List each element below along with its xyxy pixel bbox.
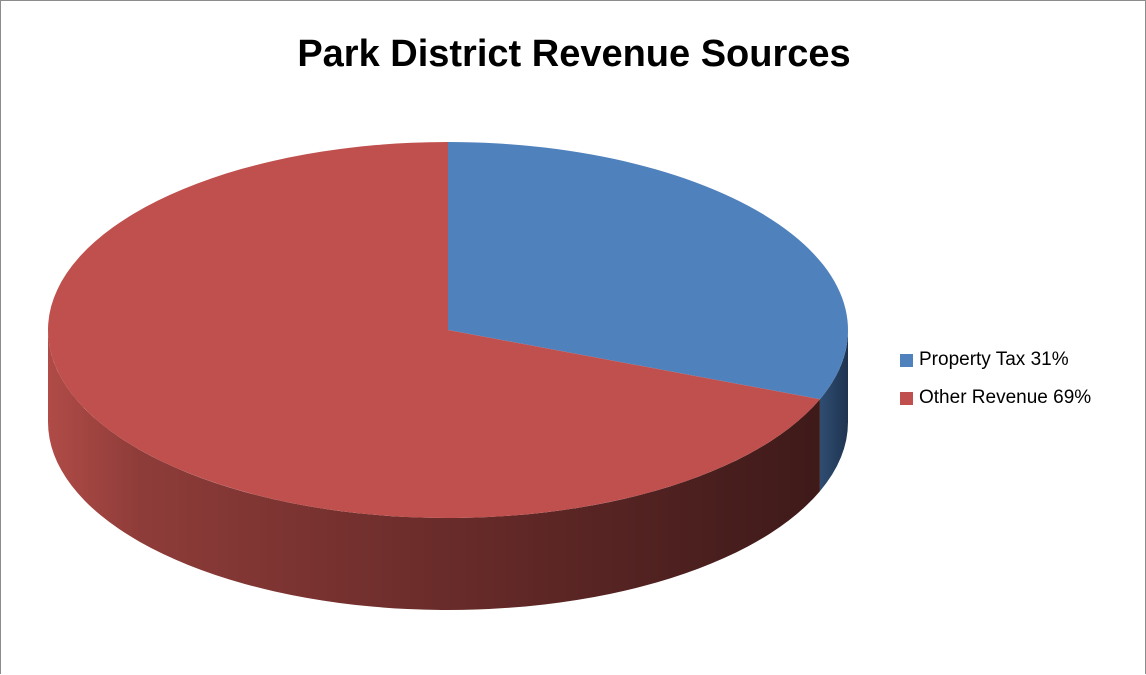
pie-side-walls (47, 330, 848, 610)
pie-top-faces (47, 142, 849, 518)
chart-title: Park District Revenue Sources (297, 33, 851, 75)
legend-item-other-revenue: Other Revenue 69% (900, 383, 1091, 413)
legend-swatch-property-tax (900, 353, 913, 367)
legend-label-other-revenue: Other Revenue 69% (919, 387, 1092, 408)
pie-side-property-tax (819, 330, 848, 492)
pie-slice-other-revenue (47, 142, 820, 518)
legend-label-property-tax: Property Tax 31% (919, 349, 1069, 370)
legend: Property Tax 31% Other Revenue 69% (900, 345, 1091, 421)
legend-swatch-other-revenue (900, 391, 913, 405)
legend-item-property-tax: Property Tax 31% (900, 345, 1091, 375)
pie-side-other-revenue (47, 330, 820, 610)
pie-slice-property-tax (448, 142, 849, 400)
